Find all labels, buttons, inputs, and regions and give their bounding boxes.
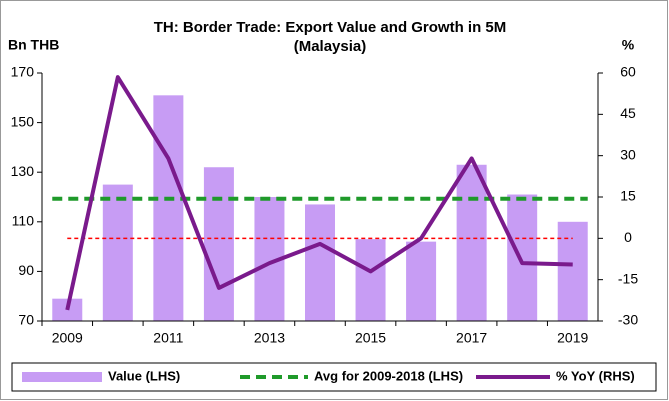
bar	[203, 167, 234, 321]
chart-title: TH: Border Trade: Export Value and Growt…	[154, 19, 507, 36]
y-tick-label: 150	[11, 113, 35, 129]
x-tick-label: 2015	[355, 330, 386, 346]
y-tick-label: 170	[11, 64, 35, 80]
x-tick-label: 2011	[153, 330, 183, 346]
bar	[507, 194, 538, 321]
bar	[456, 164, 487, 321]
bar	[406, 241, 437, 321]
y-tick-label: 70	[18, 312, 34, 328]
x-tick-label: 2019	[557, 330, 588, 346]
y2-tick-label: -15	[618, 270, 638, 286]
y-tick-label: 110	[12, 213, 35, 229]
y2-tick-label: 0	[624, 229, 632, 245]
y-axis-label: Bn THB	[8, 37, 59, 53]
bar	[557, 221, 588, 321]
x-tick-label: 2017	[456, 330, 487, 346]
y2-tick-label: -30	[618, 312, 638, 328]
y-tick-label: 90	[18, 262, 34, 278]
legend-label: Avg for 2009-2018 (LHS)	[314, 368, 463, 383]
bar	[305, 204, 335, 321]
y2-tick-label: 60	[620, 64, 636, 80]
legend-label: % YoY (RHS)	[556, 368, 635, 383]
y-tick-label: 130	[11, 163, 35, 179]
chart-subtitle: (Malaysia)	[294, 38, 367, 55]
bar	[102, 184, 133, 321]
y2-tick-label: 15	[620, 188, 636, 204]
legend-swatch	[22, 372, 102, 382]
bar	[355, 239, 386, 321]
y2-axis-label: %	[622, 37, 635, 53]
y2-tick-label: 45	[620, 105, 636, 121]
bar	[153, 95, 184, 321]
x-tick-label: 2013	[254, 330, 285, 346]
y2-tick-label: 30	[620, 146, 636, 162]
x-tick-label: 2009	[52, 330, 83, 346]
line	[65, 75, 573, 311]
legend-label: Value (LHS)	[108, 368, 180, 383]
